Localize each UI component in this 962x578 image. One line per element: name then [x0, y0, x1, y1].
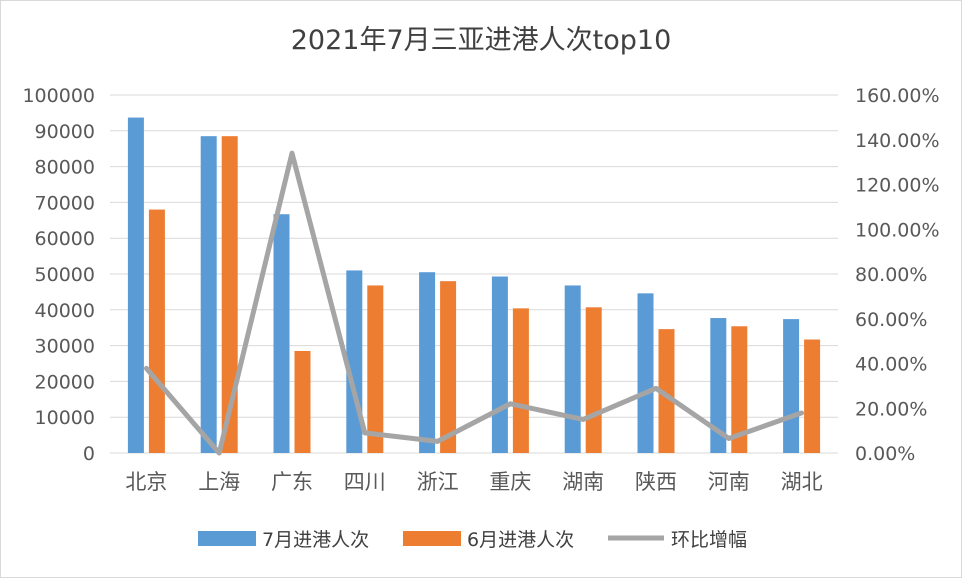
legend-label-july: 7月进港人次 — [262, 529, 369, 551]
right-tick-label: 140.00% — [855, 130, 940, 152]
bars — [127, 117, 821, 454]
category-label: 湖北 — [781, 470, 823, 494]
left-tick-label: 10000 — [35, 407, 95, 429]
growth-line-path — [143, 150, 805, 456]
category-label: 湖南 — [562, 470, 604, 494]
bar-june — [731, 326, 748, 453]
legend-swatch-july — [198, 531, 256, 546]
right-tick-label: 20.00% — [855, 398, 927, 420]
left-tick-label: 70000 — [35, 192, 95, 214]
bar-july — [710, 318, 727, 453]
bar-july — [783, 319, 800, 453]
bar-june — [148, 209, 165, 453]
category-label: 广东 — [271, 470, 313, 494]
left-tick-label: 0 — [83, 443, 95, 465]
bar-july — [200, 136, 217, 454]
category-label: 重庆 — [489, 470, 531, 494]
category-label: 四川 — [344, 470, 386, 494]
left-tick-label: 50000 — [35, 264, 95, 286]
bar-june — [367, 285, 384, 453]
left-tick-label: 60000 — [35, 228, 95, 250]
bar-june — [804, 339, 821, 453]
category-label: 北京 — [125, 470, 167, 494]
bar-july — [491, 276, 508, 453]
growth-line — [143, 150, 805, 456]
right-tick-label: 80.00% — [855, 264, 927, 286]
bar-july — [637, 293, 654, 453]
category-label: 浙江 — [417, 470, 459, 494]
left-tick-label: 80000 — [35, 157, 95, 179]
left-tick-label: 90000 — [35, 121, 95, 143]
legend-label-growth: 环比增幅 — [671, 529, 747, 551]
right-tick-label: 60.00% — [855, 309, 927, 331]
right-axis-ticks: 0.00% 20.00% 40.00% 60.00% 80.00% 100.00% 120.… — [855, 85, 940, 465]
category-label: 上海 — [198, 470, 240, 494]
category-labels: 北京 上海 广东 四川 浙江 重庆 湖南 陕西 河南 湖北 — [125, 470, 822, 494]
bar-june — [585, 307, 602, 453]
bar-june — [512, 308, 529, 453]
bar-july — [127, 117, 144, 453]
right-tick-label: 40.00% — [855, 354, 927, 376]
left-tick-label: 40000 — [35, 300, 95, 322]
legend: 7月进港人次 6月进港人次 环比增幅 — [198, 529, 747, 551]
right-tick-label: 120.00% — [855, 175, 940, 197]
bar-june — [294, 350, 311, 453]
right-tick-label: 100.00% — [855, 219, 940, 241]
right-tick-label: 160.00% — [855, 85, 940, 107]
bar-june — [658, 329, 675, 453]
chart-title: 2021年7月三亚进港人次top10 — [291, 25, 672, 56]
bar-july — [564, 285, 581, 453]
left-tick-label: 20000 — [35, 371, 95, 393]
left-tick-label: 100000 — [22, 85, 95, 107]
category-label: 河南 — [708, 470, 750, 494]
category-label: 陕西 — [635, 470, 677, 494]
legend-label-june: 6月进港人次 — [467, 529, 574, 551]
bar-july — [273, 214, 290, 453]
right-tick-label: 0.00% — [855, 443, 915, 465]
left-axis-ticks: 0 10000 20000 30000 40000 50000 60000 70000 8000… — [22, 85, 95, 465]
legend-swatch-june — [403, 531, 461, 546]
bar-june — [221, 136, 238, 454]
bar-june — [440, 281, 457, 453]
left-tick-label: 30000 — [35, 336, 95, 358]
bar-july — [419, 272, 436, 453]
